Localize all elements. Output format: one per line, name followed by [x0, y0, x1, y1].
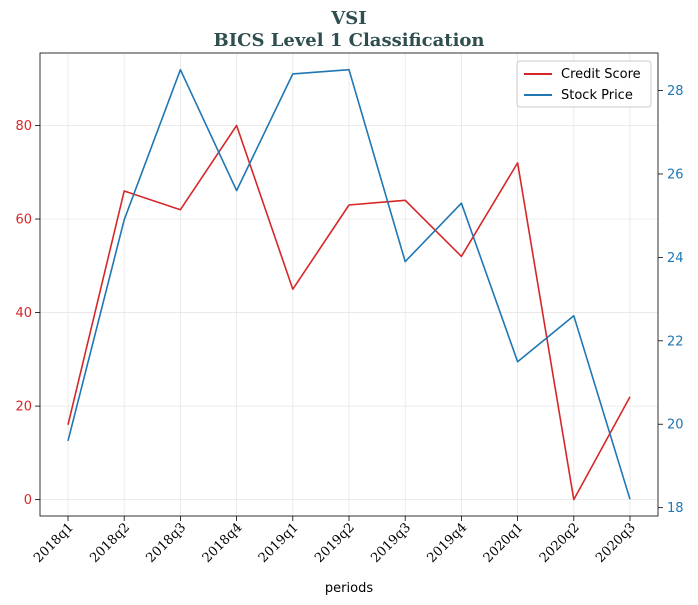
- x-tick-label: 2019q3: [368, 520, 414, 566]
- y-right-tick-label: 24: [667, 251, 684, 266]
- legend-label-credit-score: Credit Score: [561, 67, 641, 82]
- y-right-tick-label: 28: [667, 84, 684, 99]
- x-tick-label: 2020q1: [481, 520, 527, 566]
- legend: Credit Score Stock Price: [516, 60, 652, 108]
- x-tick-label: 2018q4: [200, 520, 246, 566]
- x-axis-label: periods: [325, 581, 373, 596]
- y-left-tick-label: 40: [15, 306, 32, 321]
- y-left-tick-label: 60: [15, 213, 32, 228]
- series-lines: [67, 68, 631, 501]
- legend-label-stock-price: Stock Price: [561, 88, 633, 103]
- x-tick-label: 2020q2: [537, 520, 583, 566]
- chart-title: VSI: [330, 8, 366, 29]
- y-right-tick-label: 20: [667, 418, 684, 433]
- y-left-tick-label: 0: [24, 493, 32, 508]
- axes: 2018q1 2018q2 2018q3 2018q4 2019q1 2019q2 2019…: [15, 84, 683, 566]
- x-tick-label: 2018q1: [31, 520, 77, 566]
- x-tick-label: 2019q1: [256, 520, 302, 566]
- y-left-tick-label: 80: [15, 119, 32, 134]
- series-line-credit-score: [67, 124, 631, 501]
- x-tick-label: 2018q2: [87, 520, 133, 566]
- x-tick-label: 2019q4: [424, 520, 470, 566]
- x-tick-label: 2020q3: [593, 520, 639, 566]
- x-tick-label: 2018q3: [143, 520, 189, 566]
- y-right-tick-label: 22: [667, 334, 684, 349]
- y-right-tick-label: 18: [667, 501, 684, 516]
- chart-subtitle: BICS Level 1 Classification: [213, 30, 484, 51]
- grid-lines: [40, 53, 658, 516]
- y-right-tick-label: 26: [667, 167, 684, 182]
- series-line-stock-price: [67, 68, 631, 500]
- y-left-tick-label: 20: [15, 400, 32, 415]
- x-tick-label: 2019q2: [312, 520, 358, 566]
